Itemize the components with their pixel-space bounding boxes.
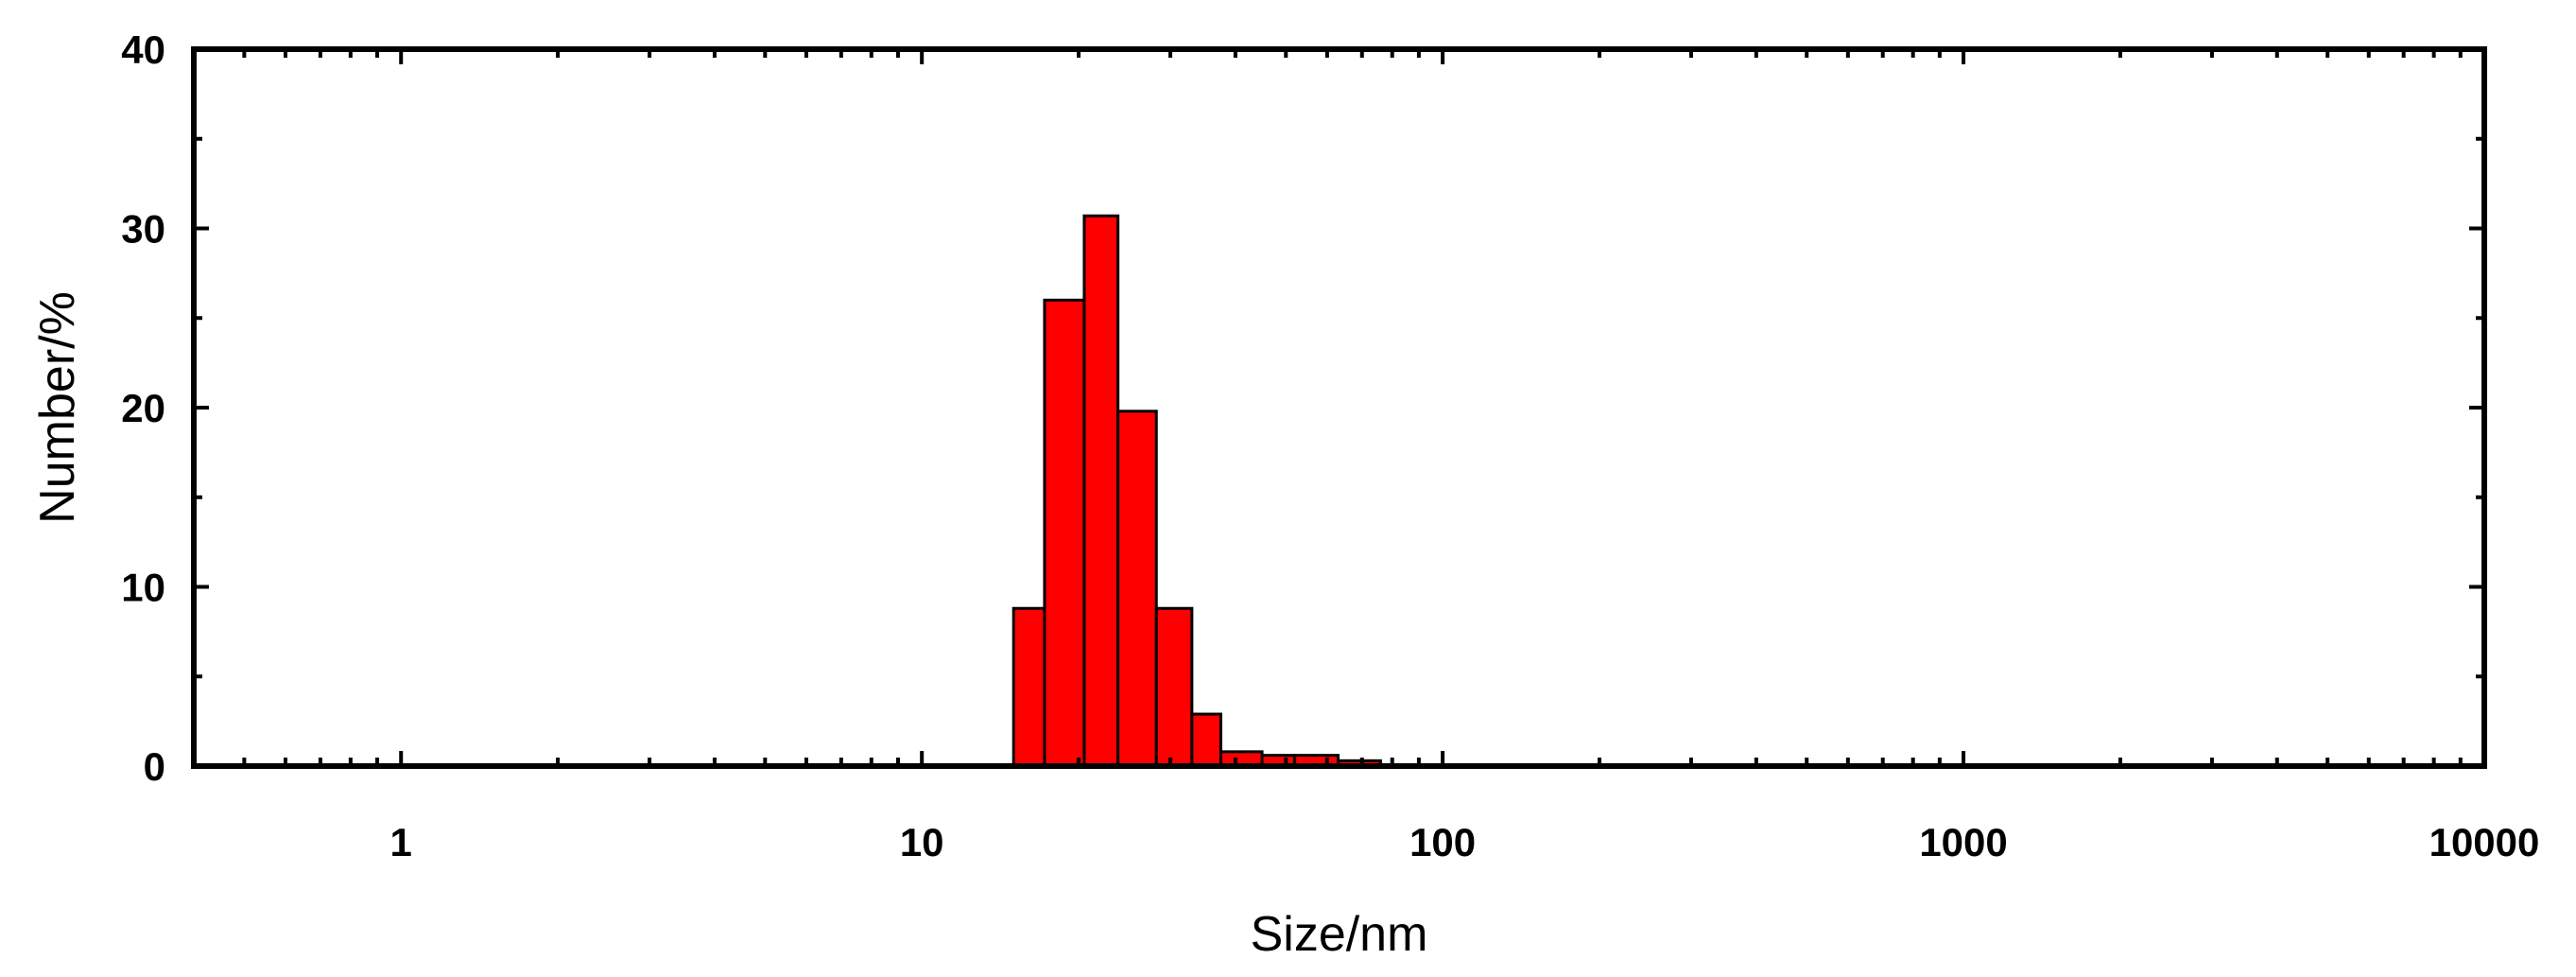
x-tick-label: 1 (390, 820, 412, 864)
x-axis-label: Size/nm (1251, 907, 1428, 962)
x-tick-label: 10 (900, 820, 944, 864)
bars-layer (1011, 214, 1382, 768)
x-tick-label: 100 (1409, 820, 1476, 864)
histogram-bar-3 (1116, 410, 1158, 768)
histogram-bar-1 (1043, 298, 1086, 768)
histogram-bar-4 (1154, 606, 1194, 768)
y-axis-label: Number/% (30, 291, 85, 524)
y-tick-label: 10 (121, 566, 165, 610)
x-tick-label: 10000 (2429, 820, 2540, 864)
histogram-bar-0 (1011, 606, 1046, 768)
y-tick-label: 0 (144, 744, 165, 789)
x-tick-label: 1000 (1919, 820, 2007, 864)
labels-layer: 1 10 100 1000 10000 0 10 20 30 40 (121, 27, 2539, 864)
y-tick-label: 40 (121, 27, 165, 72)
histogram-bar-5 (1190, 712, 1222, 768)
plot-frame (191, 46, 2487, 769)
y-tick-label: 20 (121, 386, 165, 430)
y-tick-label: 30 (121, 207, 165, 252)
histogram-bar-2 (1082, 214, 1120, 768)
